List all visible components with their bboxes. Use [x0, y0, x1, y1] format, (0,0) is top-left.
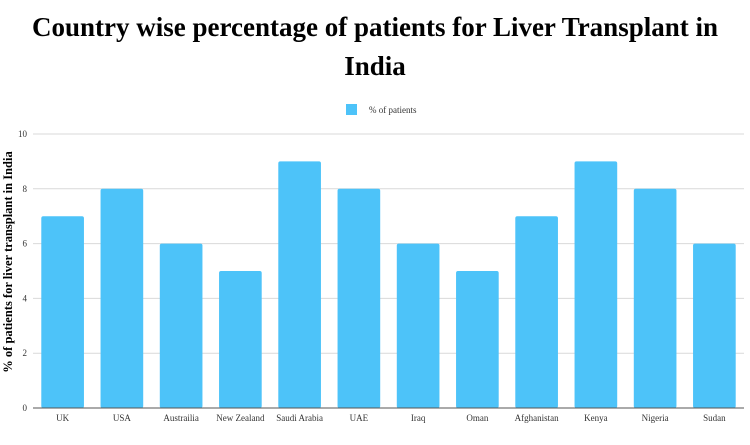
x-tick-label: Oman: [466, 413, 488, 423]
y-tick-label: 0: [23, 403, 28, 413]
x-tick-label: New Zealand: [216, 413, 265, 423]
legend-label: % of patients: [369, 105, 417, 115]
x-tick-label: USA: [113, 413, 132, 423]
y-tick-label: 2: [23, 348, 28, 358]
bar: [515, 216, 558, 408]
bar: [337, 188, 381, 408]
bar: [278, 161, 321, 408]
bar: [41, 216, 84, 408]
legend-swatch: [346, 104, 357, 115]
y-axis-title: % of patients for liver transplant in In…: [1, 151, 15, 373]
y-tick-label: 10: [18, 129, 28, 139]
x-tick-label: Afghanistan: [515, 413, 559, 423]
bar: [159, 243, 203, 408]
x-tick-label: Austrailia: [163, 413, 199, 423]
axes: 0 2 4 6 8 10 UK USA Austrailia New Zealand Saudi A…: [18, 129, 744, 423]
bar: [633, 188, 677, 408]
bar: [219, 271, 262, 408]
bar: [456, 271, 499, 408]
y-tick-label: 8: [23, 184, 28, 194]
bar: [693, 243, 736, 408]
gridlines: [33, 133, 744, 354]
x-tick-label: Iraq: [411, 413, 426, 423]
x-tick-label: Kenya: [584, 413, 608, 423]
chart-title: Country wise percentage of patients for …: [32, 12, 718, 81]
y-tick-label: 6: [23, 239, 28, 249]
x-tick-label: Nigeria: [642, 413, 669, 423]
x-tick-label: UAE: [350, 413, 369, 423]
bar: [396, 243, 440, 408]
x-tick-label: Sudan: [703, 413, 726, 423]
legend: % of patients: [346, 104, 417, 115]
bar: [574, 161, 618, 408]
bars: [41, 161, 736, 408]
x-tick-label: UK: [56, 413, 69, 423]
x-tick-label: Saudi Arabia: [276, 413, 323, 423]
bar: [100, 188, 144, 408]
y-tick-label: 4: [23, 293, 28, 303]
